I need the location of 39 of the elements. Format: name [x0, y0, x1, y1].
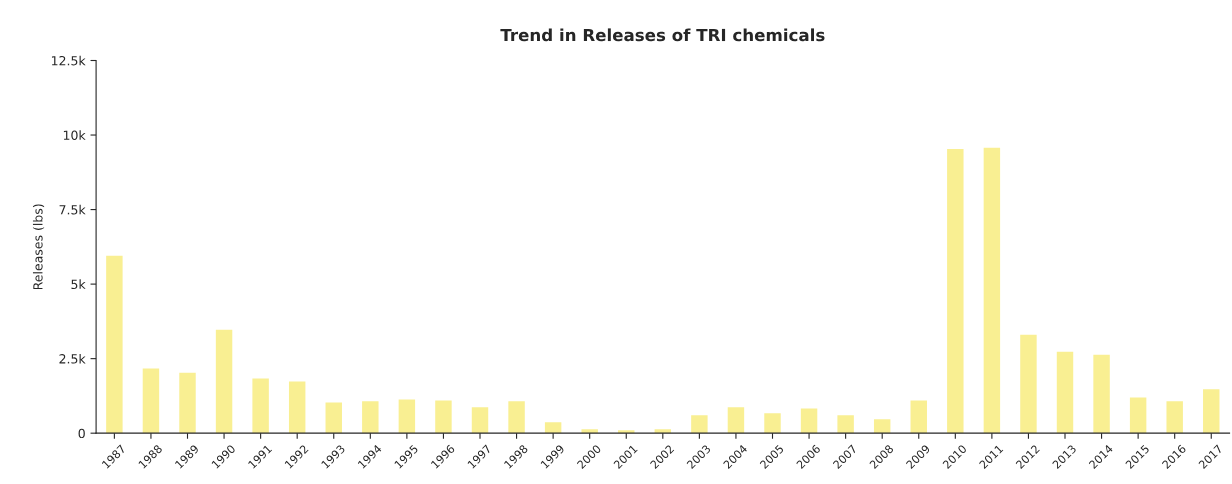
bar — [837, 415, 854, 434]
bar — [1093, 354, 1110, 434]
bar — [764, 413, 781, 434]
bar — [1056, 351, 1074, 434]
bar — [727, 407, 745, 434]
bar — [106, 255, 123, 434]
bar — [362, 401, 379, 434]
bar — [179, 372, 196, 434]
bar — [873, 419, 891, 434]
y-axis-title: Releases (lbs) — [32, 204, 45, 290]
bar — [1129, 397, 1147, 434]
bar — [983, 147, 1001, 434]
y-tick-label: 10k — [63, 130, 86, 140]
bar — [910, 400, 927, 434]
bar — [435, 400, 452, 434]
bar — [544, 422, 562, 434]
y-tick-label: 7.5k — [59, 204, 86, 215]
bar — [508, 401, 525, 434]
bar — [691, 415, 708, 434]
bar — [1203, 389, 1220, 434]
y-tick-label: 5k — [71, 279, 86, 290]
y-tick-label: 12.5k — [51, 55, 86, 66]
bar — [1166, 401, 1183, 434]
bar — [398, 399, 416, 434]
y-tick-label: 2.5k — [59, 353, 86, 364]
bar — [325, 402, 342, 434]
bar — [618, 430, 635, 434]
bar — [581, 429, 598, 434]
bar — [142, 368, 160, 434]
bar — [252, 378, 269, 434]
bar — [654, 429, 672, 434]
bar — [800, 408, 818, 434]
bar — [288, 381, 306, 434]
bar — [215, 329, 233, 434]
bar — [947, 149, 964, 434]
bar — [471, 407, 489, 434]
y-tick-label: 0 — [78, 428, 85, 439]
bar — [1020, 334, 1037, 434]
chart-title: Trend in Releases of TRI chemicals — [500, 28, 825, 42]
